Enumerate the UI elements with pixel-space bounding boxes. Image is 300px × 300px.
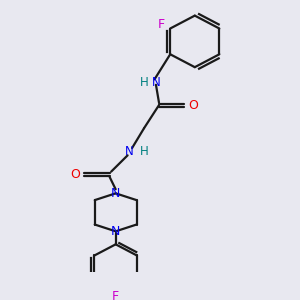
Text: F: F	[112, 290, 119, 300]
Text: N: N	[111, 187, 120, 200]
Text: H: H	[140, 145, 148, 158]
Text: O: O	[188, 99, 198, 112]
Text: N: N	[152, 76, 160, 88]
Text: H: H	[140, 76, 148, 88]
Text: N: N	[125, 145, 134, 158]
Text: F: F	[158, 18, 165, 31]
Text: N: N	[111, 225, 120, 238]
Text: O: O	[70, 168, 80, 181]
